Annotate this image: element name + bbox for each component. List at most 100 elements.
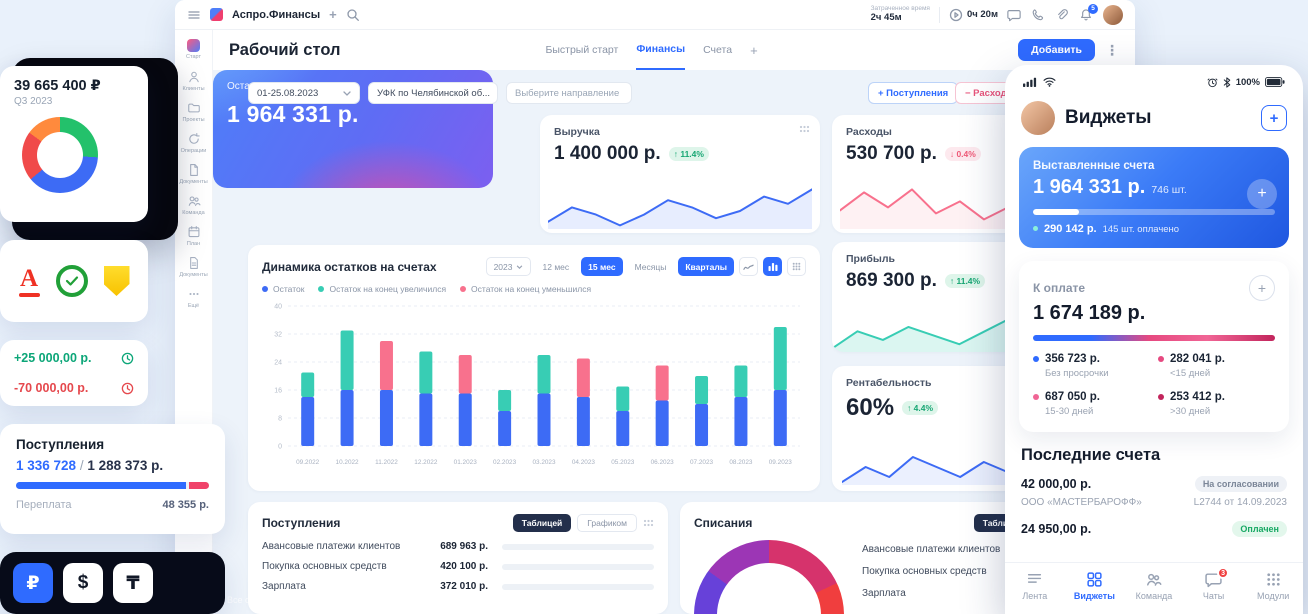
due-item: 253 412 р. >30 дней xyxy=(1158,391,1275,417)
add-widget-button[interactable]: + xyxy=(1261,105,1287,131)
account-select[interactable]: УФК по Челябинской об... xyxy=(368,82,498,104)
income-button[interactable]: + Поступления xyxy=(868,82,959,104)
avatar[interactable] xyxy=(1021,101,1055,135)
donut-hole xyxy=(37,132,83,178)
donut-hole xyxy=(717,563,821,614)
issued-invoices-card[interactable]: Выставленные счета 1 964 331 р. 746 шт. … xyxy=(1019,147,1289,248)
row-value: 420 100 р. xyxy=(440,561,488,572)
progress-main-fill xyxy=(16,482,186,489)
line-chart-type-icon[interactable] xyxy=(739,257,758,276)
user-avatar[interactable] xyxy=(1103,4,1123,25)
recent-invoices: Последние счета 42 000,00 р. На согласов… xyxy=(1021,446,1287,537)
add-tab-icon[interactable]: + xyxy=(329,7,337,22)
tab-add-icon[interactable]: + xyxy=(750,42,758,58)
paid-amount: 290 142 р. xyxy=(1044,222,1097,235)
currency-usd-tile[interactable]: $ xyxy=(63,563,103,603)
list-item[interactable]: 24 950,00 р. Оплачен xyxy=(1021,520,1287,537)
page-header: Рабочий стол Быстрый старт Финансы Счета… xyxy=(213,30,1135,70)
tab-accounts[interactable]: Счета xyxy=(703,44,733,56)
search-icon[interactable] xyxy=(346,8,360,22)
due-item: 356 723 р. Без просрочки xyxy=(1033,353,1150,379)
recent-invoices-title: Последние счета xyxy=(1021,445,1161,464)
toggle-table[interactable]: Таблицей xyxy=(512,514,572,532)
due-card[interactable]: К оплате + 1 674 189 р. 356 723 р. Без п… xyxy=(1019,260,1289,432)
sidebar-item-projects[interactable]: Проекты xyxy=(175,101,213,132)
kebab-menu-icon[interactable]: ⋮ xyxy=(1105,41,1119,58)
widgets-icon xyxy=(1087,572,1102,587)
svg-text:12.2022: 12.2022 xyxy=(414,459,438,466)
chat-icon[interactable] xyxy=(1007,8,1021,22)
receipts-progress-card: Поступления 1 336 728 / 1 288 373 р. Пер… xyxy=(0,424,225,534)
chart-menu-icon[interactable] xyxy=(787,257,806,276)
attachment-icon[interactable] xyxy=(1055,8,1069,22)
due-value: 687 050 р. xyxy=(1045,390,1100,403)
list-item[interactable]: 42 000,00 р. На согласовании ООО «МАСТЕР… xyxy=(1021,475,1287,508)
drag-handle-icon[interactable] xyxy=(799,125,810,133)
sidebar-item-documents[interactable]: Документы xyxy=(175,163,213,194)
svg-text:06.2023: 06.2023 xyxy=(651,459,675,466)
bar-chart-type-icon[interactable] xyxy=(763,257,782,276)
granularity-months-chip[interactable]: Месяцы xyxy=(634,261,667,272)
due-item-label: Без просрочки xyxy=(1045,367,1109,379)
range-12m-chip[interactable]: 12 мес xyxy=(542,261,570,272)
legend-item: Остаток на конец уменьшился xyxy=(460,284,591,294)
sidebar-item-plan[interactable]: План xyxy=(175,225,213,256)
tab-modules[interactable]: Модули xyxy=(1243,563,1303,614)
add-button[interactable]: Добавить xyxy=(1018,39,1095,61)
tab-chats[interactable]: 3 Чаты xyxy=(1184,563,1244,614)
list-item[interactable]: Покупка основных средств xyxy=(862,566,987,577)
profit-label: Прибыль xyxy=(846,253,895,265)
svg-text:8: 8 xyxy=(278,416,282,423)
year-value: 2023 xyxy=(493,261,513,272)
status-badge: Оплачен xyxy=(1232,520,1287,537)
sidebar-item-start[interactable]: Старт xyxy=(175,39,213,70)
expenses-value: 530 700 р. xyxy=(846,143,937,164)
balance-value: 1 964 331 р. xyxy=(227,101,359,127)
separator: / xyxy=(76,458,88,473)
tab-quick-start[interactable]: Быстрый старт xyxy=(545,44,619,56)
issued-invoices-amount: 1 964 331 р. xyxy=(1033,176,1146,198)
range-15m-chip[interactable]: 15 мес xyxy=(581,257,623,276)
timer-value: 0ч 20м xyxy=(966,9,998,20)
currency-kzt-tile[interactable]: ₸ xyxy=(113,563,153,603)
date-range-select[interactable]: 01-25.08.2023 xyxy=(248,82,360,104)
sidebar-item-clients[interactable]: Клиенты xyxy=(175,70,213,101)
hamburger-icon[interactable] xyxy=(187,8,201,22)
drag-handle-icon[interactable] xyxy=(643,519,654,527)
timer[interactable]: 0ч 20м xyxy=(949,8,998,22)
list-item[interactable]: Зарплата xyxy=(862,588,906,599)
list-item[interactable]: Авансовые платежи клиентов xyxy=(862,544,1001,555)
person-icon xyxy=(188,71,199,83)
dashboard-content: 01-25.08.2023 УФК по Челябинской об... В… xyxy=(213,70,1135,614)
overpay-label: Переплата xyxy=(16,499,72,511)
tab-widgets[interactable]: Виджеты xyxy=(1065,563,1125,614)
sidebar-item-more[interactable]: Ещё xyxy=(175,287,213,318)
sidebar-item-operations[interactable]: Операции xyxy=(175,132,213,163)
due-item: 282 041 р. <15 дней xyxy=(1158,353,1275,379)
notifications-bell[interactable]: 5 xyxy=(1079,3,1098,22)
sidebar-item-team[interactable]: Команда xyxy=(175,194,213,225)
table-row[interactable]: Покупка основных средств 420 100 р. xyxy=(262,561,654,572)
toggle-chart[interactable]: Графиком xyxy=(577,514,637,532)
chats-badge: 3 xyxy=(1217,567,1230,579)
granularity-quarters-chip[interactable]: Кварталы xyxy=(678,257,734,276)
tracked-time-label: Затраченное время xyxy=(870,5,930,13)
year-select[interactable]: 2023 xyxy=(485,257,531,276)
add-due-button[interactable]: + xyxy=(1249,274,1275,301)
sidebar-label: Документы xyxy=(179,179,208,185)
direction-placeholder: Выберите направление xyxy=(515,87,620,99)
phone-icon[interactable] xyxy=(1031,8,1045,22)
tab-finance[interactable]: Финансы xyxy=(636,30,686,70)
tab-team[interactable]: Команда xyxy=(1124,563,1184,614)
sidebar-item-docs2[interactable]: Документы xyxy=(175,256,213,287)
svg-text:40: 40 xyxy=(274,304,282,311)
add-invoice-button[interactable]: + xyxy=(1247,179,1277,209)
direction-select[interactable]: Выберите направление xyxy=(506,82,632,104)
bluetooth-icon xyxy=(1223,76,1230,88)
table-row[interactable]: Зарплата 372 010 р. xyxy=(262,581,654,592)
tab-feed[interactable]: Лента xyxy=(1005,563,1065,614)
receipts-billed: 1 288 373 р. xyxy=(87,458,164,473)
currency-rub-tile[interactable]: ₽ xyxy=(13,563,53,603)
revenue-sparkline xyxy=(548,181,812,229)
table-row[interactable]: Авансовые платежи клиентов 689 963 р. xyxy=(262,541,654,552)
